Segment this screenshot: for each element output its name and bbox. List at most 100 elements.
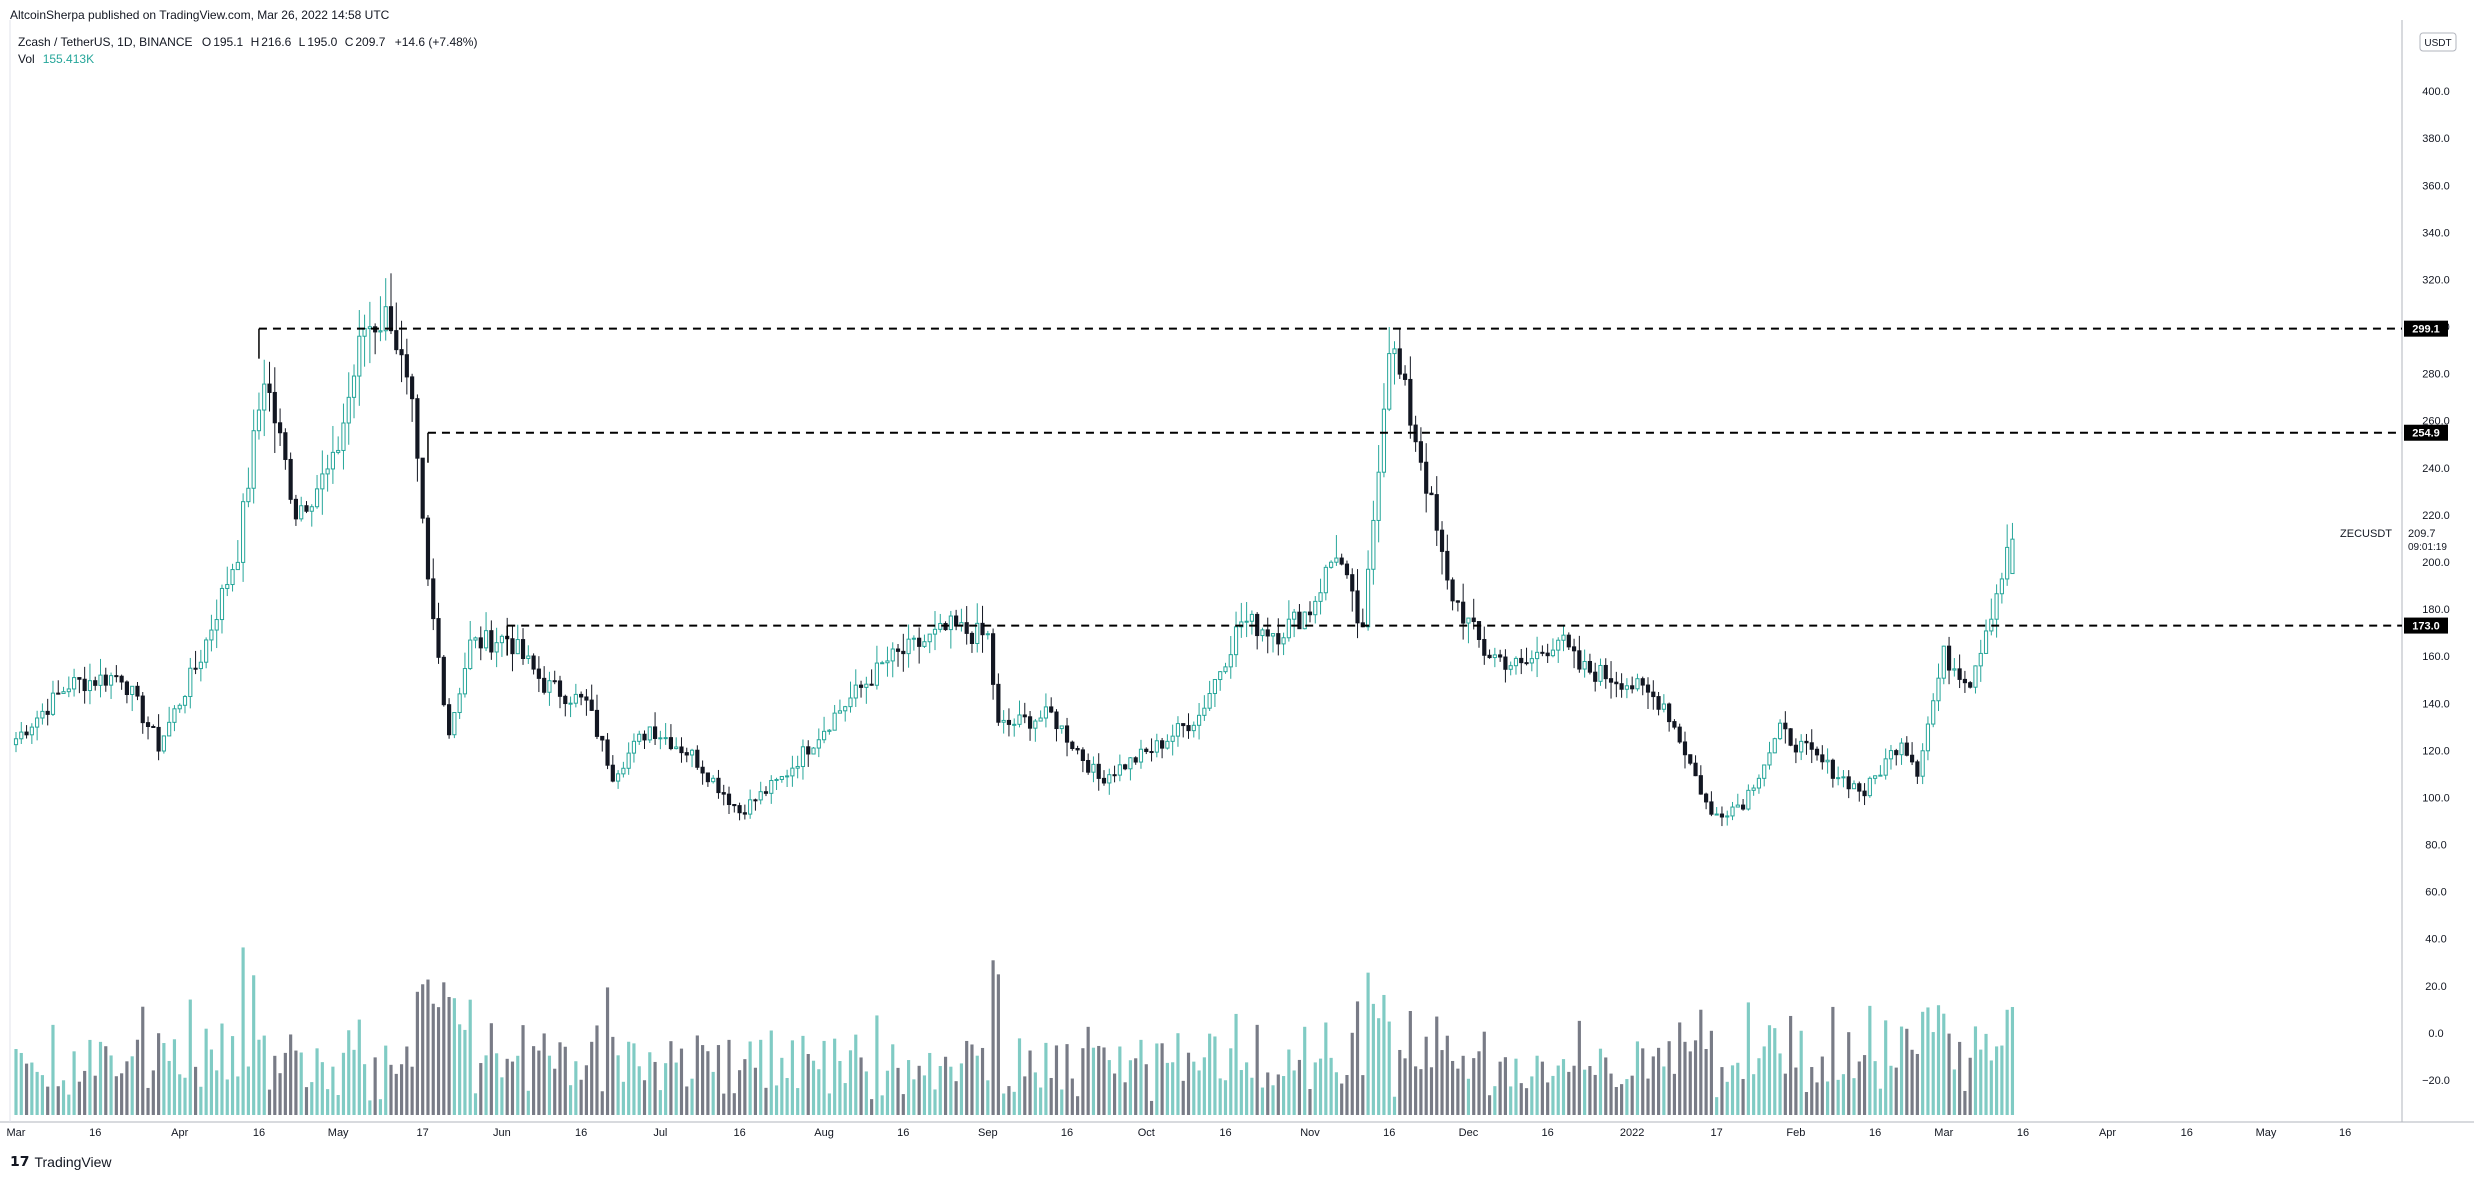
x-tick-label: 16 [1383,1127,1395,1139]
volume-bar [1572,1065,1576,1115]
volume-bar [1963,1090,1967,1115]
x-tick-label: 2022 [1620,1127,1644,1139]
volume-bar [1477,1051,1481,1115]
volume-bar [907,1060,911,1115]
candle [1138,739,1144,769]
volume-bar [19,1052,23,1115]
volume-bar [1894,1067,1898,1115]
candle [1640,676,1645,696]
symbol-label[interactable]: Zcash / TetherUS, 1D, BINANCE [18,35,193,49]
volume-bar [352,1049,356,1115]
candle [1651,680,1656,710]
candle-body [1418,441,1423,463]
volume-bar [46,1086,50,1115]
volume-bar [1171,1062,1175,1115]
volume-bar [1831,1006,1835,1115]
candle [1329,560,1334,569]
horizontal-levels[interactable] [258,327,2402,656]
candle-body [1983,630,1989,654]
candle-body [1133,757,1138,763]
candle-body [684,752,689,756]
candle-body [1904,742,1909,756]
candle-body [119,675,124,683]
symbol-price-label: ZECUSDT [2340,528,2392,540]
time-axis[interactable]: Mar 16 Apr 16 May 17 Jun 16 Jul 16 Aug 16 Sep 16 Oct 16… [7,1127,2352,1139]
volume-bar [1931,1032,1935,1115]
candle [837,699,843,714]
volume-bar [748,1041,752,1115]
candle-body [1175,723,1181,737]
candle [790,755,795,787]
candle-body [631,740,637,754]
candle-body [462,668,468,695]
volume-bar [289,1034,293,1115]
candle [1999,572,2004,604]
volume-bar [980,1047,985,1115]
volume-bar [780,1057,784,1115]
candle [536,656,541,693]
volume-bar [1482,1031,1486,1115]
candle [135,682,140,701]
candle [2010,522,2015,575]
volume-bar [1609,1073,1613,1115]
candle [679,737,684,763]
volume-bar [188,999,192,1115]
candle [1080,747,1085,773]
y-tick-label: 320.0 [2422,274,2450,286]
candle-body [1218,671,1223,681]
volume-bar [1303,1026,1307,1115]
candle [1693,755,1698,777]
candle-body [1915,761,1920,777]
volume-bar [394,1073,398,1115]
volume-bar [209,1049,214,1115]
volume-bar [130,1056,134,1115]
candle-body [964,622,969,634]
candle [1608,661,1614,699]
volume-bar [421,984,425,1115]
candle-body [330,451,335,470]
volume-bar [1197,1070,1201,1115]
candle-body [874,662,879,686]
candle [1962,670,1967,693]
candle-body [1846,776,1851,790]
volume-bar [157,1033,161,1115]
candle [1402,365,1408,386]
candle [1012,718,1017,737]
candle [726,786,732,814]
volume-bar [1308,1089,1312,1115]
x-tick-label: May [328,1127,349,1139]
candle-body [341,422,346,451]
currency-badge[interactable]: USDT [2419,32,2457,52]
candle [1350,568,1355,612]
candle-body [161,735,166,752]
candle [1994,584,1999,638]
volume-bar [701,1045,705,1115]
candle [848,681,853,713]
volume-bar [1667,1041,1671,1115]
candle-body [1059,725,1064,730]
candle-body [980,622,985,636]
candle [1482,626,1487,665]
candle [964,606,969,645]
candle [579,691,584,706]
volume-bar [1266,1072,1270,1115]
candle [230,563,235,592]
volume-bar [769,1030,773,1115]
candle-body [346,396,351,424]
volume-bar [178,1074,182,1115]
candle [93,676,98,691]
candle [1429,486,1434,496]
candle-body [478,637,483,649]
candle-body [66,688,71,693]
price-axis[interactable]: 420.0400.0380.0360.0340.0320.0300.0280.0… [2419,32,2457,1087]
candle [1556,637,1561,663]
candle-body [1038,717,1043,722]
candle-body [404,354,409,378]
volume-bar [88,1039,92,1115]
volume-bar [1752,1074,1756,1115]
candle-body [1561,634,1566,641]
volume-bar [452,998,456,1115]
candle [1788,728,1793,747]
volume-label[interactable]: Vol [18,52,35,66]
